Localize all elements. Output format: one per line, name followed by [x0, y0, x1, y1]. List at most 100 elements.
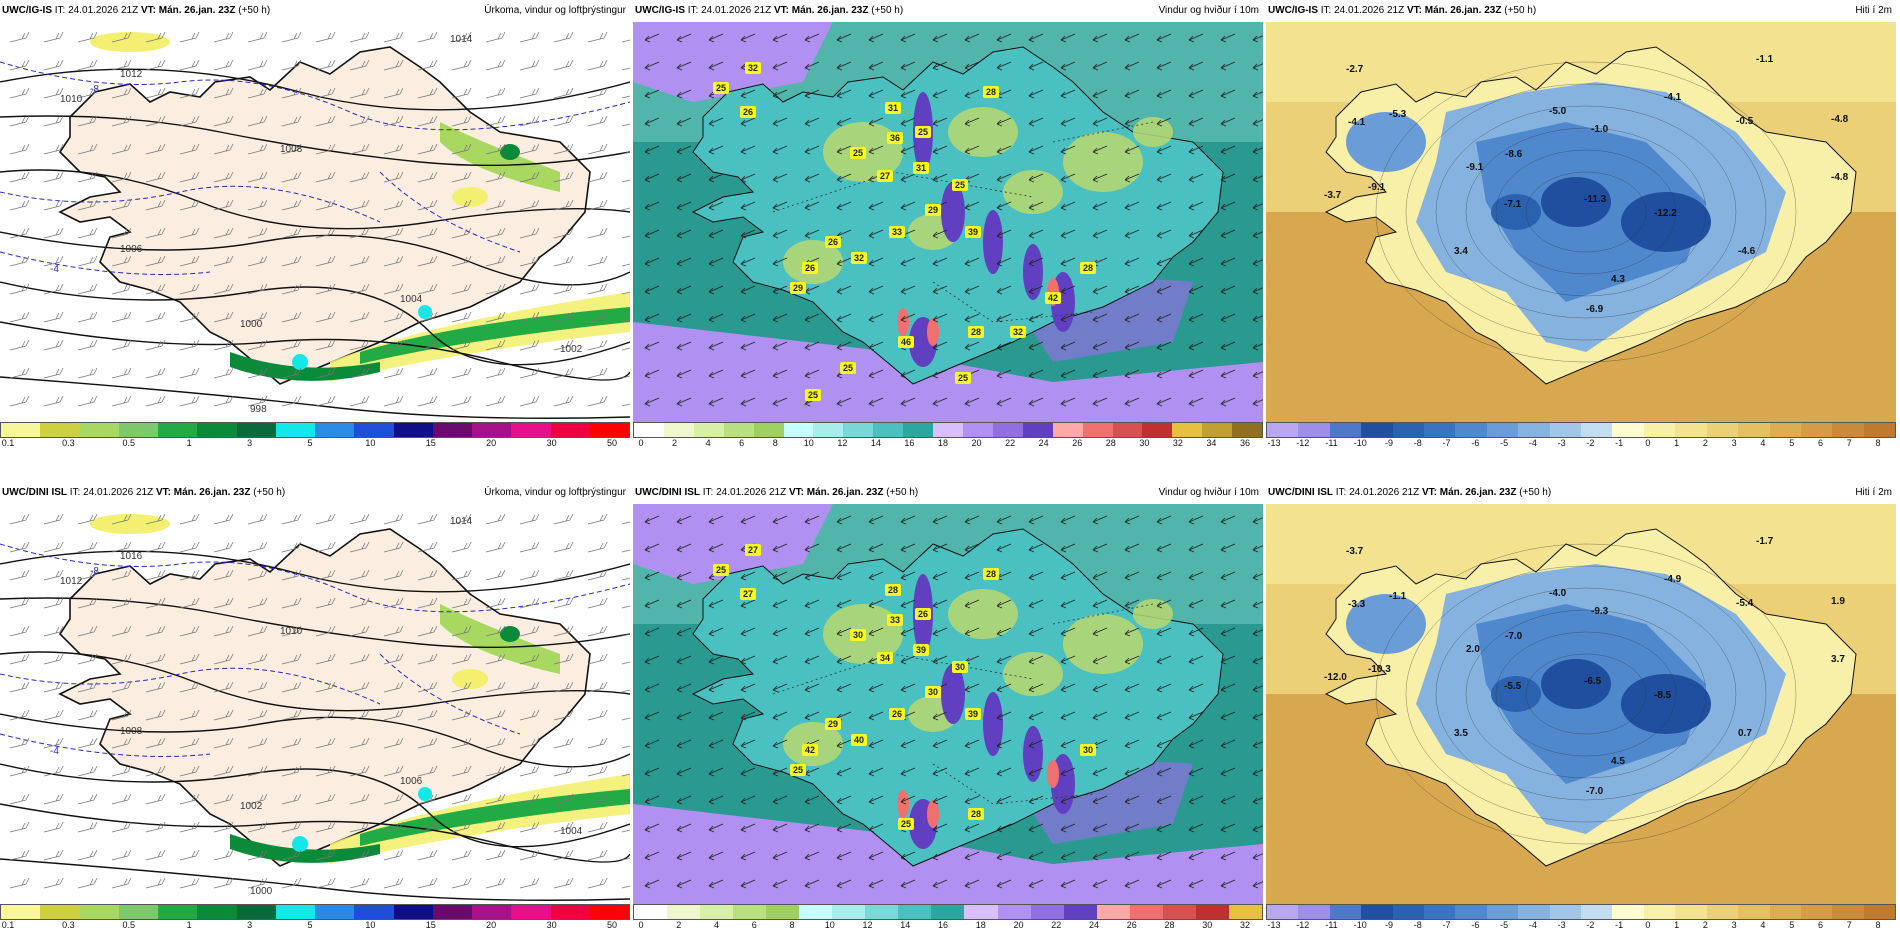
- colorbar-swatch: [843, 423, 874, 437]
- gust-label: 28: [968, 808, 984, 820]
- colorbar-swatch: [693, 423, 724, 437]
- colorbar-swatch: [1392, 423, 1425, 437]
- colorbar-swatch: [1162, 905, 1196, 919]
- forecast-panel-dini-wind: UWC/DINI ISL IT: 24.01.2026 21Z VT: Mán.…: [633, 482, 1263, 932]
- gust-label: 42: [1045, 292, 1061, 304]
- temperature-label: -6.5: [1584, 676, 1602, 687]
- svg-text:46: 46: [901, 337, 911, 347]
- colorbar-tick: 0.1: [1, 438, 15, 448]
- colorbar-ticks: 0.1 0.3 0.5 1 3 5 10 15 20 30 50: [0, 920, 630, 932]
- temperature-label: -1.7: [1756, 536, 1774, 547]
- colorbar-swatch: [236, 905, 276, 919]
- colorbar-swatch: [275, 905, 315, 919]
- colorbar-swatch: [1142, 423, 1173, 437]
- colorbar-swatch: [1738, 423, 1770, 437]
- colorbar-tick: 4: [713, 920, 720, 930]
- init-time: IT: 24.01.2026 21Z: [69, 487, 154, 498]
- colorbar-tick: 22: [1051, 920, 1062, 930]
- gust-label: 26: [915, 608, 931, 620]
- colorbar-tick: -9: [1385, 438, 1394, 448]
- run-info: UWC/IG-IS IT: 24.01.2026 21Z VT: Mán. 26…: [635, 0, 903, 22]
- svg-text:29: 29: [828, 719, 838, 729]
- colorbar-tick: 30: [1139, 438, 1150, 448]
- colorbar-swatch: [472, 423, 512, 437]
- colorbar-swatch: [1232, 423, 1263, 437]
- isobar-label: 1014: [450, 516, 473, 527]
- colorbar-swatch: [1612, 905, 1644, 919]
- colorbar-tick: 50: [606, 920, 618, 930]
- colorbar-swatches: [0, 422, 630, 438]
- colorbar-tick: 10: [803, 438, 814, 448]
- colorbar-swatch: [1030, 905, 1064, 919]
- colorbar-swatch: [40, 423, 80, 437]
- forecast-panel-dini-precip: UWC/DINI ISL IT: 24.01.2026 21Z VT: Mán.…: [0, 482, 630, 932]
- gust-label: 25: [713, 564, 729, 576]
- svg-text:26: 26: [743, 107, 753, 117]
- colorbar-swatch: [1706, 423, 1739, 437]
- valid-time-label: VT:: [155, 487, 171, 498]
- colorbar-tick: 24: [1088, 920, 1100, 930]
- init-time: IT: 24.01.2026 21Z: [1335, 487, 1420, 498]
- colorbar-swatch: [1675, 423, 1707, 437]
- colorbar-swatch: [1612, 423, 1644, 437]
- colorbar: -13 -12 -11 -10 -9 -8 -7 -6 -5 -4 -3 -2 -1 0 1 2 3 4 5 6 7 8: [1266, 904, 1896, 932]
- colorbar-swatch: [1361, 423, 1393, 437]
- svg-text:30: 30: [955, 662, 965, 672]
- colorbar-swatch: [813, 423, 844, 437]
- colorbar-swatch: [1800, 905, 1833, 919]
- map-view: 27 25 27 28 28 33 26 30 34 39 30 30 26 39 29 42 40 30 25 25…: [633, 504, 1263, 904]
- colorbar-tick: 6: [1817, 438, 1823, 448]
- colorbar-tick: 2: [672, 438, 678, 448]
- svg-text:27: 27: [748, 545, 758, 555]
- map-canvas: 1016 1014 1012 1010 1008 1006 1004 1002 1000 -8 -4: [0, 504, 630, 904]
- valid-time: Mán. 26.jan. 23Z: [806, 487, 884, 498]
- colorbar-swatch: [315, 905, 355, 919]
- colorbar-swatch: [1096, 905, 1130, 919]
- map-view: 32 25 26 31 28 36 25 25 27 31 25 29 33 39 26 26 32 28 29 46…: [633, 22, 1263, 422]
- gust-label: 34: [877, 652, 893, 664]
- colorbar-tick: -2: [1586, 920, 1595, 930]
- gust-label: 32: [745, 62, 761, 74]
- svg-text:39: 39: [916, 645, 926, 655]
- colorbar-tick: 6: [1817, 920, 1823, 930]
- temperature-label: -5.3: [1389, 109, 1407, 120]
- temperature-label: -7.1: [1504, 199, 1522, 210]
- gust-label: 39: [965, 708, 981, 720]
- colorbar-swatch: [1549, 905, 1582, 919]
- colorbar-swatch: [1195, 905, 1229, 919]
- panel-title: Hiti í 2m: [1855, 487, 1892, 498]
- model-name: UWC/IG-IS: [1268, 5, 1318, 16]
- colorbar-swatch: [1455, 905, 1487, 919]
- svg-text:33: 33: [892, 227, 902, 237]
- colorbar-tick: 50: [606, 438, 618, 448]
- svg-text:39: 39: [968, 227, 978, 237]
- colorbar-swatch: [1129, 905, 1163, 919]
- isobar-label: 1008: [120, 726, 143, 737]
- map-view: 1012 1014 1010 1008 1006 1004 1002 1000 998 -8 -4: [0, 22, 630, 422]
- colorbar-swatch: [1, 423, 41, 437]
- colorbar-tick: 28: [1164, 920, 1175, 930]
- gust-label: 28: [983, 86, 999, 98]
- colorbar-tick: 3: [1731, 438, 1737, 448]
- colorbar-swatch: [873, 423, 904, 437]
- valid-time: Mán. 26.jan. 23Z: [1424, 5, 1502, 16]
- colorbar-swatch: [962, 423, 993, 437]
- isobar-label: 1000: [250, 886, 273, 897]
- colorbar-tick: 34: [1206, 438, 1217, 448]
- colorbar-swatch: [1424, 423, 1456, 437]
- svg-text:29: 29: [928, 205, 938, 215]
- gust-label: 25: [840, 362, 856, 374]
- colorbar-tick: 8: [789, 920, 795, 930]
- svg-text:30: 30: [928, 687, 938, 697]
- gust-label: 32: [851, 252, 867, 264]
- colorbar-tick: 2: [676, 920, 682, 930]
- colorbar-swatch: [898, 905, 932, 919]
- colorbar-tick: 0: [1645, 438, 1651, 448]
- colorbar-swatch: [700, 905, 734, 919]
- panel-header: UWC/IG-IS IT: 24.01.2026 21Z VT: Mán. 26…: [0, 0, 630, 22]
- model-name: UWC/IG-IS: [635, 5, 685, 16]
- colorbar-swatch: [1298, 423, 1330, 437]
- gust-label: 29: [790, 282, 806, 294]
- colorbar-tick: 0: [1645, 920, 1651, 930]
- gust-label: 31: [885, 102, 901, 114]
